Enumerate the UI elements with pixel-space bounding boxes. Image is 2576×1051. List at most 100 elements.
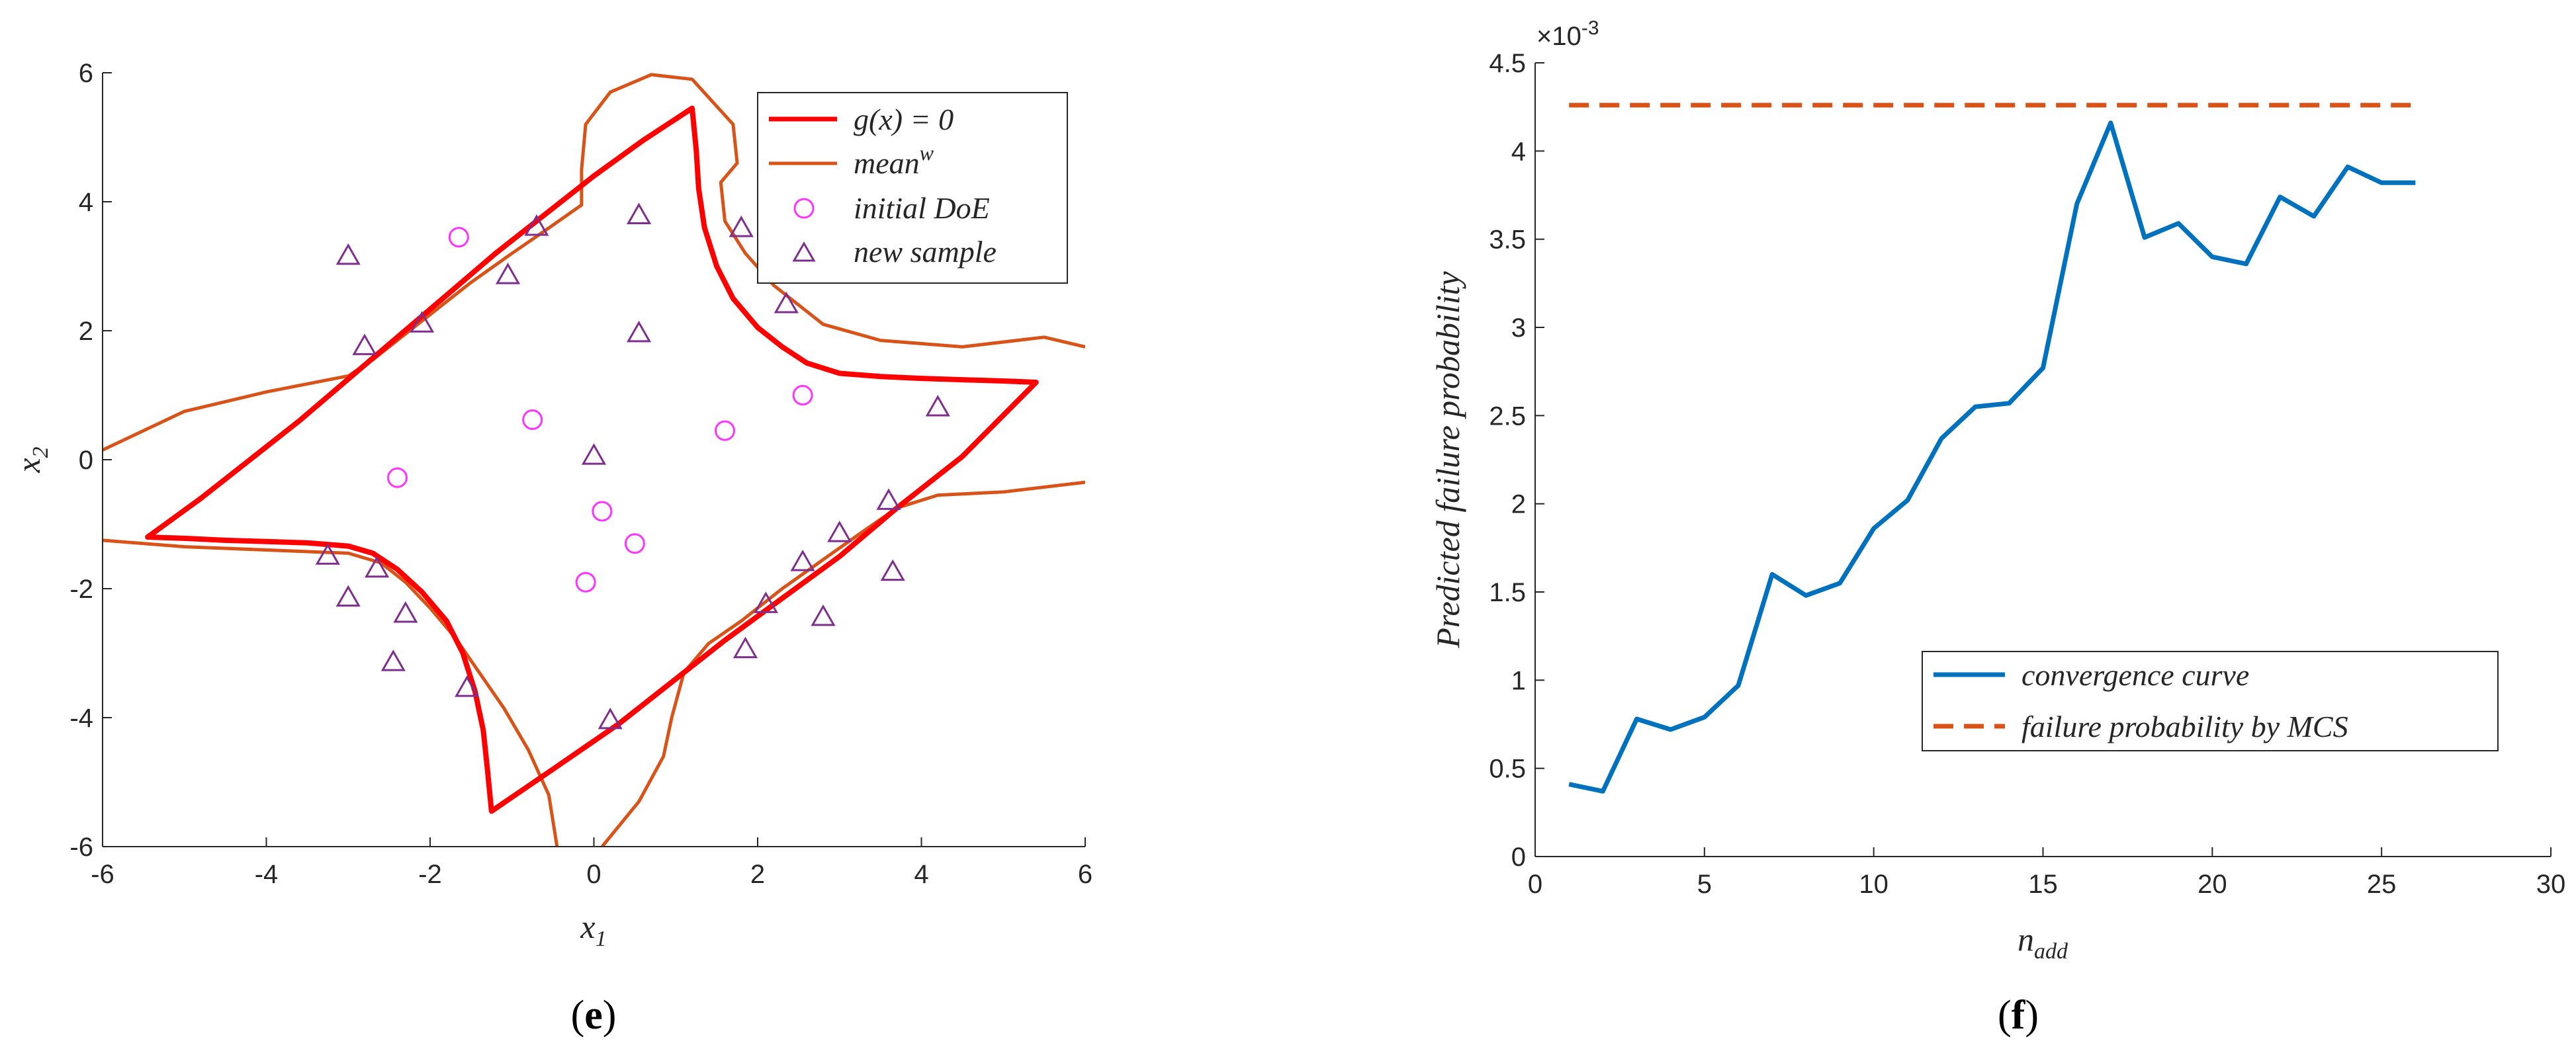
panel-e-xlabel: x1: [580, 908, 606, 951]
panel-e-ytick-label: 6: [79, 59, 93, 88]
panel-f-ytick-label: 4.5: [1489, 49, 1526, 78]
legend-mean-label: meanw: [854, 141, 934, 180]
new-sample-point-10: [925, 394, 950, 417]
new-sample-point-3: [626, 202, 652, 224]
new-sample-point-13: [790, 549, 815, 571]
panel-f-xtick-label: 25: [2367, 870, 2397, 899]
new-sample-point-2: [495, 263, 521, 284]
panel-e-xtick-label: 0: [586, 860, 601, 889]
panel-e-ytick-label: -6: [69, 833, 93, 862]
panel-e-caption: (e): [571, 993, 617, 1038]
panel-f-xtick-label: 10: [1859, 870, 1888, 899]
panel-f-ytick-label: 4: [1511, 137, 1526, 166]
panel-f-caption: (f): [1998, 993, 2039, 1038]
initial-doe-point-7: [792, 385, 813, 405]
limit-state-curve: [145, 105, 1039, 814]
panel-e-ytick-label: -4: [69, 704, 93, 733]
panel-e-markers: [315, 202, 950, 730]
initial-doe-point-4: [624, 533, 645, 554]
panel-f-exponent-power: -3: [1581, 17, 1599, 39]
initial-doe-point-6: [715, 420, 735, 441]
panel-f-exponent: ×10-3: [1536, 17, 1599, 51]
panel-f-xlabel: nadd: [2018, 921, 2068, 964]
panel-f-ytick-label: 2.5: [1489, 401, 1526, 431]
initial-doe-point-2: [387, 467, 408, 488]
new-sample-point-12: [827, 521, 852, 542]
panel-e-ytick-label: -2: [69, 575, 93, 604]
new-sample-point-19: [753, 591, 778, 613]
panel-e-xlabel-sub: 1: [596, 927, 607, 951]
initial-doe-point-3: [592, 501, 613, 522]
panel-e-xtick-label: 4: [914, 860, 928, 889]
panel-e-ytick-label: 0: [79, 446, 93, 475]
new-sample-point-5: [774, 291, 799, 314]
panel-f-xtick-label: 15: [2028, 870, 2058, 899]
new-sample-point-23: [455, 675, 480, 697]
legend-new-marker: [792, 241, 816, 262]
panel-f-xtick-label: 5: [1697, 870, 1712, 899]
panel-e-axes: [102, 72, 1086, 847]
initial-doe-point-1: [522, 409, 543, 431]
mean-w-curve-2: [600, 480, 1085, 847]
panel-f-ytick-label: 0.5: [1489, 755, 1526, 784]
panel-e-ylabel: x2: [10, 446, 53, 473]
new-sample-point-0: [335, 243, 361, 265]
panel-e-xtick-label: -4: [255, 860, 279, 889]
panel-e-xtick-label: 2: [750, 860, 765, 889]
new-sample-point-6: [626, 320, 652, 343]
legend-mcs-label: failure probability by MCS: [2021, 710, 2348, 743]
new-sample-point-24: [598, 707, 623, 730]
initial-doe-point-0: [448, 227, 469, 248]
new-sample-point-21: [733, 636, 758, 659]
panel-e-chart: -6 -4 -2 0 2 4 6 -6 -4 -2 0 2 4 6 x1 x2 g(x) = 0 mean…: [10, 59, 1092, 1038]
panel-f-legend-box: [1922, 651, 2499, 751]
new-sample-point-4: [729, 215, 754, 237]
legend-limit-label: g(x) = 0: [854, 103, 954, 136]
new-sample-point-17: [335, 585, 361, 607]
legend-mean-sup: w: [920, 141, 934, 165]
new-sample-point-9: [581, 443, 607, 465]
panel-f-ytick-label: 1: [1511, 666, 1526, 695]
initial-doe-point-5: [575, 571, 596, 593]
new-sample-point-14: [880, 559, 905, 581]
panel-e-ytick-label: 4: [79, 188, 93, 217]
panel-e-curves: [103, 73, 1085, 847]
new-sample-point-15: [315, 543, 340, 565]
panel-e-xtick-label: -2: [418, 860, 442, 889]
panel-f-lines: [1568, 103, 2416, 794]
panel-e-xtick-label: 6: [1078, 860, 1092, 889]
legend-initial-label: initial DoE: [854, 191, 990, 225]
panel-f-ytick-label: 1.5: [1489, 578, 1526, 607]
panel-f-axes: [1534, 62, 2552, 857]
conv-series-line: [1568, 120, 2416, 794]
panel-f-xtick-label: 0: [1528, 870, 1542, 899]
panel-e-ytick-label: 2: [79, 317, 93, 346]
legend-new-label: new sample: [854, 235, 997, 269]
panel-f-legend: convergence curve failure probability by…: [1922, 651, 2499, 751]
panel-f-ytick-label: 3: [1511, 314, 1526, 343]
panel-e-legend: g(x) = 0 meanw initial DoE new sample: [757, 92, 1068, 284]
panel-f-xtick-label: 30: [2536, 870, 2566, 899]
new-sample-point-18: [393, 601, 418, 623]
panel-f-chart: 0 5 10 15 20 25 30 0 0.5 1 1.5 2 2.5 3 3.5 4 4.5 ×10-3 P…: [1429, 17, 2565, 1038]
new-sample-point-16: [364, 556, 390, 578]
panel-f-ytick-label: 3.5: [1489, 226, 1526, 255]
panel-f-xlabel-sub: add: [2034, 939, 2068, 964]
panel-f-xtick-label: 20: [2198, 870, 2227, 899]
mean-w-curve-1: [103, 538, 559, 847]
panel-f-tick-labels: 0 5 10 15 20 25 30 0 0.5 1 1.5 2 2.5 3 3.5 4 4.5: [1489, 49, 2565, 899]
panel-e-ylabel-sub: 2: [28, 446, 53, 458]
new-sample-point-7: [352, 333, 377, 355]
new-sample-point-11: [876, 488, 901, 510]
panel-f-ytick-label: 0: [1511, 843, 1526, 872]
legend-conv-label: convergence curve: [2021, 658, 2249, 692]
new-sample-point-22: [380, 650, 406, 671]
new-sample-point-1: [524, 214, 549, 236]
new-sample-point-20: [811, 604, 836, 626]
new-sample-point-8: [410, 311, 435, 333]
panel-e-xtick-label: -6: [91, 860, 114, 889]
panel-f-ytick-label: 2: [1511, 490, 1526, 519]
panel-f-ylabel: Predicted failure probability: [1429, 271, 1466, 649]
panel-e-tick-labels: -6 -4 -2 0 2 4 6 -6 -4 -2 0 2 4 6: [69, 59, 1092, 889]
